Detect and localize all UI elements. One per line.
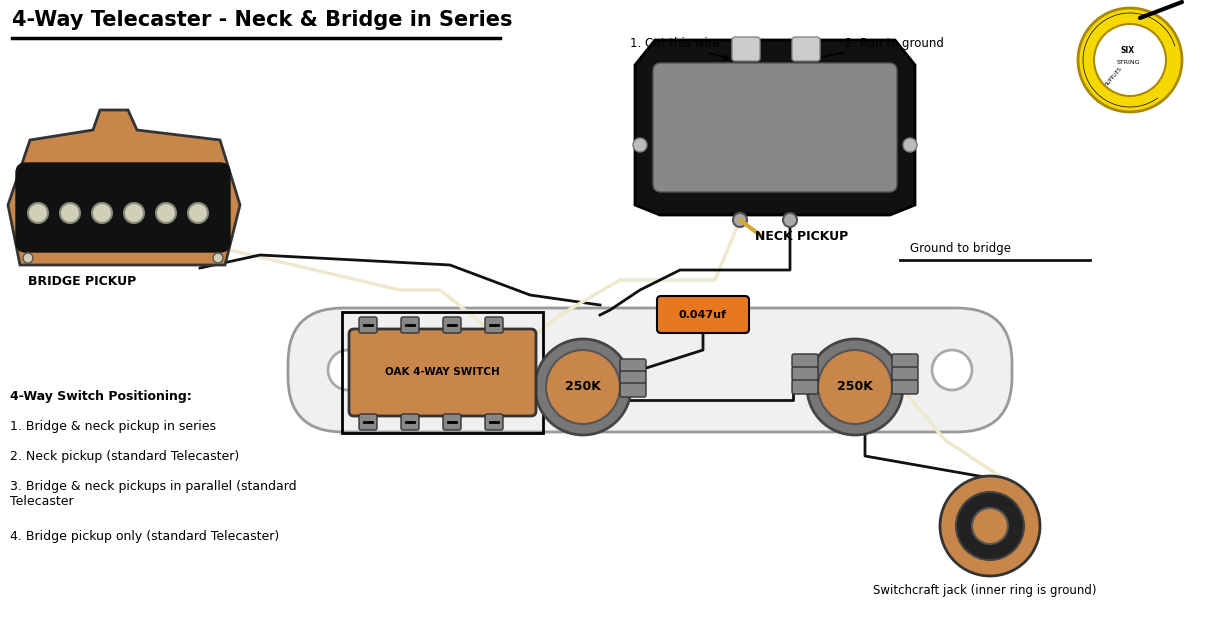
FancyBboxPatch shape: [620, 359, 646, 373]
Text: 4-Way Telecaster - Neck & Bridge in Series: 4-Way Telecaster - Neck & Bridge in Seri…: [12, 10, 512, 30]
Text: 250K: 250K: [565, 381, 601, 394]
Text: 4-Way Switch Positioning:: 4-Way Switch Positioning:: [10, 390, 192, 403]
Circle shape: [535, 339, 631, 435]
Circle shape: [633, 138, 646, 152]
FancyBboxPatch shape: [792, 367, 818, 381]
Circle shape: [23, 253, 33, 263]
Text: 250K: 250K: [837, 381, 873, 394]
Circle shape: [971, 508, 1008, 544]
Circle shape: [932, 350, 971, 390]
Text: 2. Run to ground: 2. Run to ground: [810, 36, 943, 61]
FancyBboxPatch shape: [401, 317, 419, 333]
FancyBboxPatch shape: [16, 163, 230, 252]
FancyBboxPatch shape: [792, 354, 818, 368]
Circle shape: [92, 203, 112, 223]
Text: SIX: SIX: [1121, 45, 1135, 54]
FancyBboxPatch shape: [288, 308, 1012, 432]
Polygon shape: [9, 110, 240, 265]
Text: 3. Bridge & neck pickups in parallel (standard
Telecaster: 3. Bridge & neck pickups in parallel (st…: [10, 480, 297, 508]
FancyBboxPatch shape: [653, 63, 897, 192]
Text: 0.047uf: 0.047uf: [679, 310, 727, 319]
FancyBboxPatch shape: [792, 380, 818, 394]
Circle shape: [783, 213, 797, 227]
Text: 2. Neck pickup (standard Telecaster): 2. Neck pickup (standard Telecaster): [10, 450, 240, 463]
Text: BRIDGE PICKUP: BRIDGE PICKUP: [28, 275, 136, 288]
Text: STRING: STRING: [1116, 60, 1140, 65]
FancyBboxPatch shape: [444, 414, 461, 430]
Polygon shape: [635, 40, 915, 215]
Text: 1. Cut this wire: 1. Cut this wire: [631, 36, 728, 60]
Text: Ground to bridge: Ground to bridge: [910, 242, 1011, 255]
Circle shape: [188, 203, 208, 223]
Circle shape: [123, 203, 144, 223]
Circle shape: [327, 350, 368, 390]
FancyBboxPatch shape: [657, 296, 749, 333]
FancyBboxPatch shape: [732, 37, 760, 61]
Text: Switchcraft jack (inner ring is ground): Switchcraft jack (inner ring is ground): [874, 584, 1097, 597]
FancyBboxPatch shape: [401, 414, 419, 430]
Circle shape: [28, 203, 48, 223]
FancyBboxPatch shape: [359, 317, 378, 333]
Circle shape: [1078, 8, 1182, 112]
Circle shape: [940, 476, 1040, 576]
FancyBboxPatch shape: [444, 317, 461, 333]
FancyBboxPatch shape: [892, 380, 918, 394]
Circle shape: [1094, 24, 1166, 96]
Text: OAK 4-WAY SWITCH: OAK 4-WAY SWITCH: [385, 367, 500, 377]
FancyBboxPatch shape: [485, 317, 503, 333]
FancyBboxPatch shape: [359, 414, 378, 430]
Text: 1. Bridge & neck pickup in series: 1. Bridge & neck pickup in series: [10, 420, 216, 433]
Circle shape: [213, 253, 222, 263]
FancyBboxPatch shape: [349, 329, 536, 416]
Circle shape: [903, 138, 916, 152]
FancyBboxPatch shape: [892, 367, 918, 381]
Circle shape: [807, 339, 903, 435]
FancyBboxPatch shape: [620, 383, 646, 397]
Text: 4. Bridge pickup only (standard Telecaster): 4. Bridge pickup only (standard Telecast…: [10, 530, 280, 543]
Circle shape: [546, 350, 620, 424]
FancyBboxPatch shape: [892, 354, 918, 368]
FancyBboxPatch shape: [485, 414, 503, 430]
Circle shape: [956, 492, 1024, 560]
FancyBboxPatch shape: [792, 37, 820, 61]
Circle shape: [818, 350, 892, 424]
Text: NECK PICKUP: NECK PICKUP: [755, 230, 848, 243]
FancyBboxPatch shape: [620, 371, 646, 385]
Circle shape: [60, 203, 79, 223]
Circle shape: [156, 203, 176, 223]
Circle shape: [733, 213, 747, 227]
Text: SUPPLIES: SUPPLIES: [1105, 66, 1123, 86]
